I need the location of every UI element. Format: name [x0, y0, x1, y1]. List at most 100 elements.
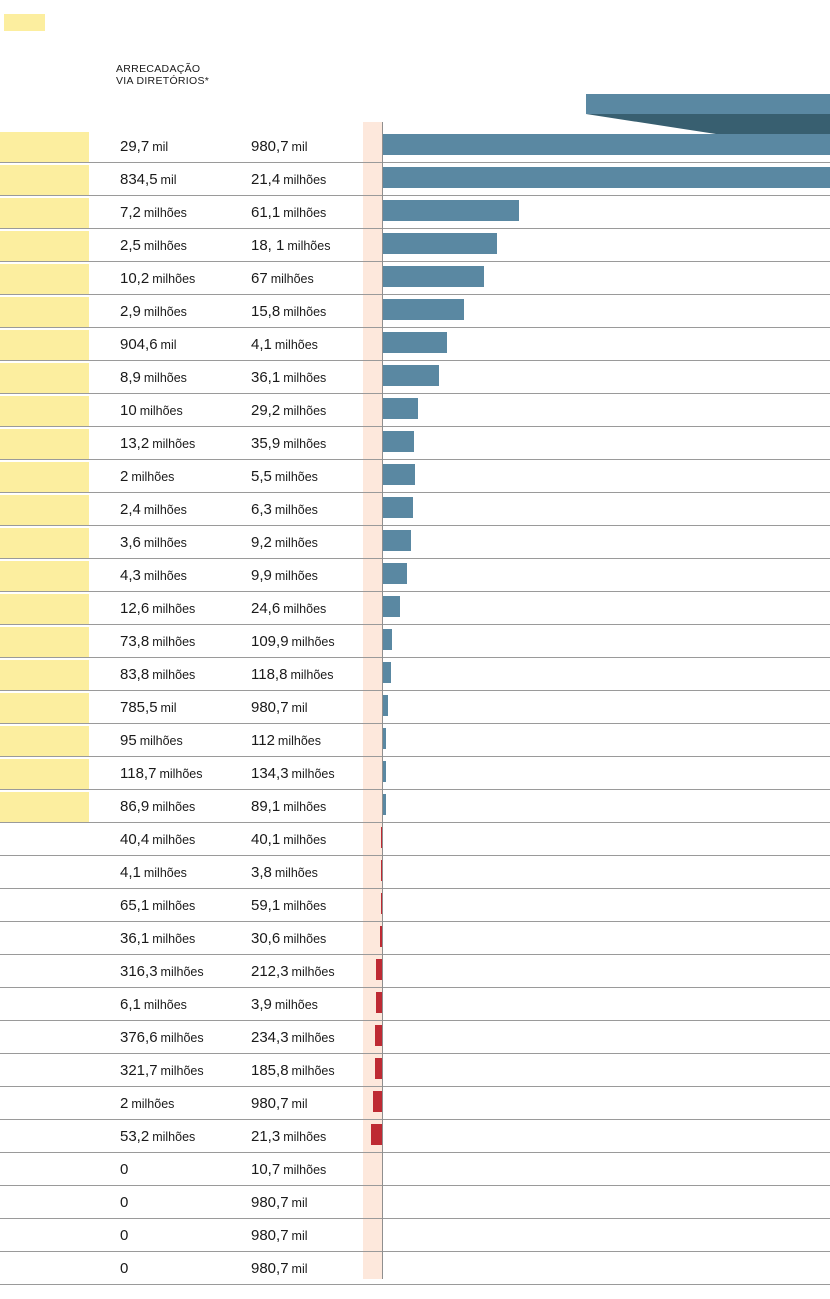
row-highlight — [0, 429, 89, 459]
row-divider — [0, 426, 830, 427]
change-bar — [383, 398, 418, 419]
second-value-number: 29,2 — [251, 402, 281, 419]
arrecadacao-value: 10,2 milhões — [120, 270, 195, 288]
row-divider — [0, 624, 830, 625]
table-row: 10 milhões 29,2 milhões — [0, 394, 830, 427]
row-divider — [0, 525, 830, 526]
arrecadacao-value-number: 2 — [120, 468, 129, 485]
second-value: 67 milhões — [251, 270, 314, 288]
table-row: 0 10,7 milhões — [0, 1153, 830, 1186]
second-value-unit: milhões — [291, 767, 335, 781]
table-row: 2,4 milhões 6,3 milhões — [0, 493, 830, 526]
second-value-number: 109,9 — [251, 633, 289, 650]
table-row: 834,5 mil 21,4 milhões — [0, 163, 830, 196]
scale-break-marker — [586, 94, 830, 134]
table-row: 118,7 milhões 134,3 milhões — [0, 757, 830, 790]
arrecadacao-value: 95 milhões — [120, 732, 183, 750]
second-value: 980,7 mil — [251, 1194, 308, 1212]
second-value: 109,9 milhões — [251, 633, 335, 651]
second-value-number: 59,1 — [251, 897, 281, 914]
second-value: 980,7 mil — [251, 1095, 308, 1113]
second-value-unit: milhões — [274, 338, 318, 352]
row-highlight — [0, 132, 89, 162]
second-value-number: 9,2 — [251, 534, 272, 551]
change-bar — [383, 233, 497, 254]
arrecadacao-value-unit: mil — [160, 173, 177, 187]
second-value-number: 980,7 — [251, 1260, 289, 1277]
row-divider — [0, 855, 830, 856]
second-value: 980,7 mil — [251, 138, 308, 156]
change-bar — [383, 695, 388, 716]
arrecadacao-value-unit: mil — [152, 140, 169, 154]
row-highlight — [0, 528, 89, 558]
second-value-unit: mil — [291, 1229, 308, 1243]
change-bar — [383, 200, 520, 221]
arrecadacao-value: 36,1 milhões — [120, 930, 195, 948]
row-divider — [0, 393, 830, 394]
arrecadacao-value-unit: milhões — [152, 800, 196, 814]
second-value-number: 185,8 — [251, 1062, 289, 1079]
row-divider — [0, 195, 830, 196]
scale-break-wedge — [586, 114, 830, 134]
table-row: 904,6 mil 4,1 milhões — [0, 328, 830, 361]
second-value: 134,3 milhões — [251, 765, 335, 783]
row-divider — [0, 921, 830, 922]
second-value-unit: milhões — [291, 1031, 335, 1045]
table-row: 29,7 mil 980,7 mil — [0, 130, 830, 163]
arrecadacao-value-unit: milhões — [152, 833, 196, 847]
change-bar — [383, 332, 448, 353]
table-row: 0 980,7 mil — [0, 1252, 830, 1285]
second-value-number: 89,1 — [251, 798, 281, 815]
change-bar — [383, 530, 412, 551]
arrecadacao-value-number: 12,6 — [120, 600, 150, 617]
second-value: 234,3 milhões — [251, 1029, 335, 1047]
arrecadacao-value-unit: milhões — [131, 470, 175, 484]
arrecadacao-value-unit: milhões — [152, 602, 196, 616]
second-value-number: 980,7 — [251, 1194, 289, 1211]
row-divider — [0, 162, 830, 163]
arrecadacao-value-unit: mil — [160, 701, 177, 715]
second-value-unit: milhões — [283, 932, 327, 946]
row-divider — [0, 1251, 830, 1252]
change-bar — [383, 662, 391, 683]
arrecadacao-value: 321,7 milhões — [120, 1062, 204, 1080]
row-divider — [0, 1218, 830, 1219]
arrecadacao-value: 7,2 milhões — [120, 204, 187, 222]
arrecadacao-value-unit: milhões — [152, 437, 196, 451]
arrecadacao-value-number: 29,7 — [120, 138, 150, 155]
second-value-unit: milhões — [274, 998, 318, 1012]
arrecadacao-value-number: 0 — [120, 1260, 129, 1277]
row-highlight — [0, 396, 89, 426]
arrecadacao-value-unit: milhões — [139, 404, 183, 418]
arrecadacao-value-number: 2,4 — [120, 501, 141, 518]
second-value-number: 134,3 — [251, 765, 289, 782]
second-value-unit: milhões — [283, 833, 327, 847]
arrecadacao-value: 0 — [120, 1260, 131, 1278]
second-value-number: 9,9 — [251, 567, 272, 584]
row-divider — [0, 789, 830, 790]
table-row: 83,8 milhões 118,8 milhões — [0, 658, 830, 691]
second-value: 36,1 milhões — [251, 369, 326, 387]
second-value-number: 234,3 — [251, 1029, 289, 1046]
second-value-number: 212,3 — [251, 963, 289, 980]
row-highlight — [0, 363, 89, 393]
arrecadacao-value-number: 2,5 — [120, 237, 141, 254]
change-bar — [383, 365, 439, 386]
second-value: 185,8 milhões — [251, 1062, 335, 1080]
arrecadacao-value-number: 785,5 — [120, 699, 158, 716]
second-value: 30,6 milhões — [251, 930, 326, 948]
table-row: 2,9 milhões 15,8 milhões — [0, 295, 830, 328]
arrecadacao-value-number: 36,1 — [120, 930, 150, 947]
arrecadacao-value-number: 376,6 — [120, 1029, 158, 1046]
arrecadacao-value: 904,6 mil — [120, 336, 177, 354]
second-value-number: 5,5 — [251, 468, 272, 485]
row-divider — [0, 228, 830, 229]
arrecadacao-value-unit: mil — [160, 338, 177, 352]
arrecadacao-value-number: 4,3 — [120, 567, 141, 584]
arrecadacao-value-number: 10 — [120, 402, 137, 419]
row-divider — [0, 690, 830, 691]
row-highlight — [0, 462, 89, 492]
arrecadacao-value-unit: milhões — [152, 932, 196, 946]
second-value-number: 67 — [251, 270, 268, 287]
second-value-unit: milhões — [291, 635, 335, 649]
